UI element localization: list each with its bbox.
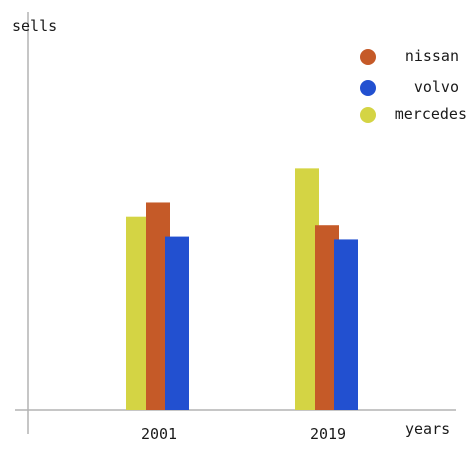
x-tick-label-2001: 2001 <box>141 425 177 443</box>
legend-marker-volvo <box>360 80 376 96</box>
x-axis-label: years <box>405 420 450 438</box>
legend-label-nissan: nissan <box>405 47 459 65</box>
y-axis-label: sells <box>12 17 57 35</box>
legend-label-volvo: volvo <box>414 78 459 96</box>
x-tick-labels: 2001 2019 <box>141 425 346 443</box>
bar-volvo-2001 <box>165 236 189 410</box>
x-tick-label-2019: 2019 <box>310 425 346 443</box>
bar-volvo-2019 <box>334 239 358 410</box>
legend-label-mercedes: mercedes <box>395 105 467 123</box>
legend-marker-nissan <box>360 49 376 65</box>
legend-marker-mercedes <box>360 107 376 123</box>
legend: nissan volvo mercedes <box>360 47 467 123</box>
bars-group <box>126 168 358 410</box>
